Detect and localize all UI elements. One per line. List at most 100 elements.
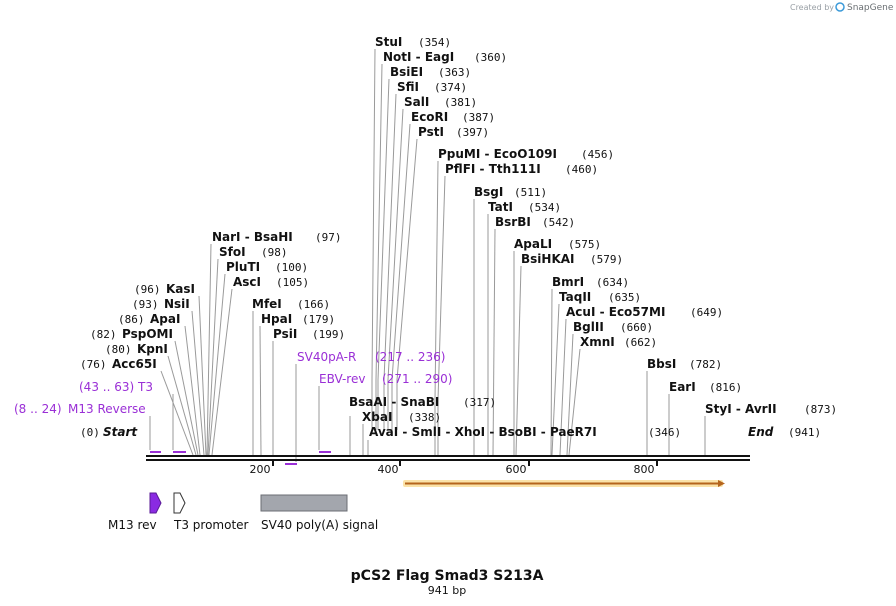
site-styi: StyI - AvrII: [705, 402, 777, 416]
sv40-polya-feature-block: [260, 494, 348, 512]
site-sali-pos: (381): [444, 96, 477, 109]
site-bsaai-pos: (317): [463, 396, 496, 409]
site-pflfi-pos: (460): [565, 163, 598, 176]
primer-sv40pa-r: SV40pA-R: [297, 350, 356, 364]
site-labels-top: StuI (354) NotI - EagI (360) BsiEI (363)…: [375, 35, 837, 416]
primer-t3-range: (43 .. 63): [79, 380, 134, 394]
site-pluti-pos: (100): [275, 261, 308, 274]
site-bsrbi: BsrBI: [495, 215, 531, 229]
site-kpni-pos: (80): [105, 343, 132, 356]
brand-prefix: Created by: [790, 3, 834, 12]
site-bsgi-pos: (511): [514, 186, 547, 199]
site-psti: PstI: [418, 125, 444, 139]
site-acui-pos: (649): [690, 306, 723, 319]
site-kpni: KpnI: [137, 342, 168, 356]
feature-label-sv40-polya: SV40 poly(A) signal: [261, 518, 378, 532]
site-sali: SalI: [404, 95, 429, 109]
primer-m13-reverse-range: (8 .. 24): [14, 402, 62, 416]
site-bsgi: BsgI: [474, 185, 503, 199]
tick-label-600: 600: [506, 463, 527, 476]
site-bbsi-pos: (782): [689, 358, 722, 371]
site-bsiei: BsiEI: [390, 65, 423, 79]
site-stui-pos: (354): [418, 36, 451, 49]
site-ecori: EcoRI: [411, 110, 448, 124]
start-label: Start: [103, 425, 138, 439]
site-apai-pos: (86): [118, 313, 145, 326]
primer-sv40pa-r-range: (217 .. 236): [375, 350, 445, 364]
site-avai-pos: (346): [648, 426, 681, 439]
site-pluti: PluTI: [226, 260, 260, 274]
site-asci: AscI: [233, 275, 261, 289]
primer-ebv-rev: EBV-rev: [319, 372, 365, 386]
orf-arrow: [403, 480, 725, 487]
site-acui: AcuI - Eco57MI: [566, 305, 665, 319]
brand-name: SnapGene: [847, 3, 894, 13]
site-ppumi-pos: (456): [581, 148, 614, 161]
primer-labels: SV40pA-R (217 .. 236) EBV-rev (271 .. 29…: [14, 350, 452, 416]
site-xmni: XmnI: [580, 335, 615, 349]
site-kasi-pos: (96): [134, 283, 161, 296]
site-bsiei-pos: (363): [438, 66, 471, 79]
backbone-strand-bottom: [146, 459, 750, 461]
primer-bar-t3: [173, 451, 186, 453]
site-bsrbi-pos: (542): [542, 216, 575, 229]
site-avai: AvaI - SmlI - XhoI - BsoBI - PaeR7I: [369, 425, 597, 439]
end-pos: (941): [788, 426, 821, 439]
snapgene-brand: Created by SnapGene: [790, 2, 894, 13]
site-bmri-pos: (634): [596, 276, 629, 289]
primer-bar-m13: [150, 451, 161, 453]
site-stui: StuI: [375, 35, 402, 49]
feature-label-m13-rev: M13 rev: [108, 518, 157, 532]
site-bsaai: BsaAI - SnaBI: [349, 395, 439, 409]
site-acc65i: Acc65I: [112, 357, 157, 371]
site-labels-left: NarI - BsaHI (97) SfoI (98) PluTI (100) …: [80, 230, 345, 371]
primer-ebv-rev-range: (271 .. 290): [382, 372, 452, 386]
site-pspomi: PspOMI: [122, 327, 173, 341]
site-bglii-pos: (660): [620, 321, 653, 334]
site-noti-pos: (360): [474, 51, 507, 64]
site-apali: ApaLI: [514, 237, 552, 251]
site-xbai: XbaI: [362, 410, 392, 424]
site-bmri: BmrI: [552, 275, 584, 289]
site-sfii: SfiI: [397, 80, 419, 94]
site-nsii: NsiI: [164, 297, 190, 311]
m13-rev-feature-icon: [149, 492, 162, 514]
site-acc65i-pos: (76): [80, 358, 107, 371]
site-tati-pos: (534): [528, 201, 561, 214]
site-noti: NotI - EagI: [383, 50, 454, 64]
primer-m13-reverse: M13 Reverse: [68, 402, 146, 416]
primer-bars: [150, 451, 331, 465]
site-ecori-pos: (387): [462, 111, 495, 124]
site-tati: TatI: [488, 200, 513, 214]
site-styi-pos: (873): [804, 403, 837, 416]
map-length: 941 bp: [428, 584, 466, 597]
site-psti-pos: (397): [456, 126, 489, 139]
features: M13 rev T3 promoter SV40 poly(A) signal: [108, 492, 378, 532]
site-bglii: BglII: [573, 320, 604, 334]
site-taqii-pos: (635): [608, 291, 641, 304]
backbone: 200 400 600 800: [146, 455, 750, 476]
site-kasi: KasI: [166, 282, 195, 296]
site-psii-pos: (199): [312, 328, 345, 341]
site-nari-pos: (97): [315, 231, 342, 244]
start-pos: (0): [80, 426, 100, 439]
site-apai: ApaI: [150, 312, 180, 326]
site-asci-pos: (105): [276, 276, 309, 289]
site-xmni-pos: (662): [624, 336, 657, 349]
snapgene-logo-icon: [835, 2, 845, 12]
backbone-strand-top: [146, 455, 750, 457]
end-label: End: [748, 425, 774, 439]
map-title: pCS2 Flag Smad3 S213A: [351, 568, 544, 584]
site-hpai: HpaI: [261, 312, 292, 326]
site-ppumi: PpuMI - EcoO109I: [438, 147, 557, 161]
site-apali-pos: (575): [568, 238, 601, 251]
site-pflfi: PflFI - Tth111I: [445, 162, 541, 176]
site-mfei: MfeI: [252, 297, 282, 311]
site-bbsi: BbsI: [647, 357, 676, 371]
site-labels-bottom: BsaAI - SnaBI (317) XbaI (338) AvaI - Sm…: [80, 395, 821, 439]
orf-arrowhead-icon: [718, 480, 725, 487]
site-mfei-pos: (166): [297, 298, 330, 311]
tick-label-400: 400: [378, 463, 399, 476]
t3-promoter-feature-icon: [173, 492, 186, 514]
site-sfoi: SfoI: [219, 245, 246, 259]
